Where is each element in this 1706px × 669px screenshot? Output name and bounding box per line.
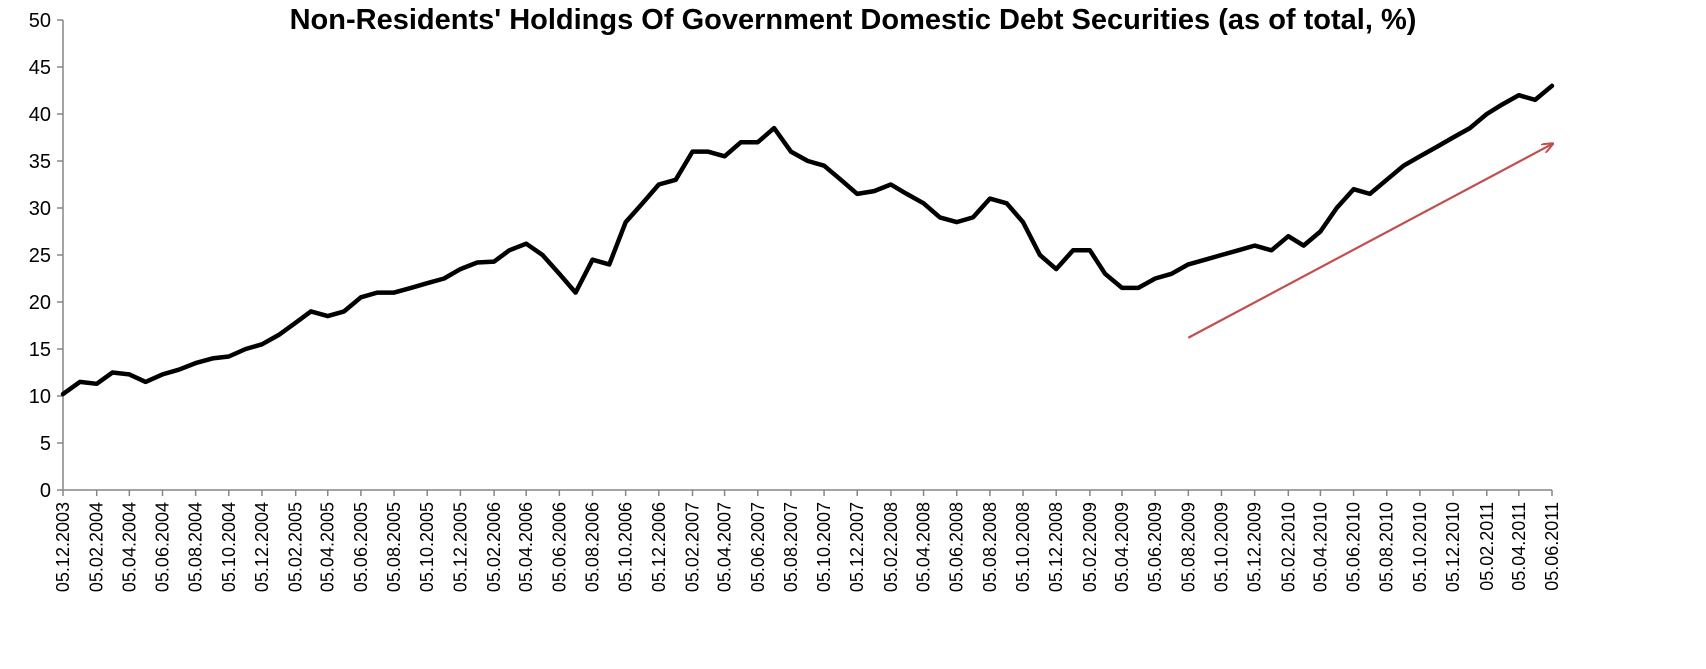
x-tick-label: 05.08.2008 — [980, 502, 1000, 592]
x-tick-label: 05.12.2008 — [1046, 502, 1066, 592]
x-tick-label: 05.08.2005 — [384, 502, 404, 592]
x-tick-label: 05.12.2003 — [53, 502, 73, 592]
y-tick-label: 50 — [29, 10, 51, 32]
x-tick-label: 05.12.2005 — [450, 502, 470, 592]
x-tick-label: 05.12.2010 — [1443, 502, 1463, 592]
x-tick-label: 05.10.2006 — [616, 502, 636, 592]
x-tick-label: 05.04.2005 — [318, 502, 338, 592]
x-tick-label: 05.06.2005 — [351, 502, 371, 592]
x-tick-label: 05.04.2007 — [715, 502, 735, 592]
x-tick-label: 05.04.2006 — [516, 502, 536, 592]
y-tick-label: 10 — [29, 386, 51, 408]
x-tick-label: 05.06.2011 — [1542, 502, 1562, 591]
x-tick-label: 05.10.2008 — [1013, 502, 1033, 592]
x-tick-label: 05.02.2011 — [1477, 502, 1497, 591]
x-tick-label: 05.04.2010 — [1310, 502, 1330, 592]
x-tick-label: 05.08.2010 — [1377, 502, 1397, 592]
x-tick-label: 05.12.2007 — [847, 502, 867, 592]
x-tick-label: 05.06.2008 — [947, 502, 967, 592]
x-tick-label: 05.02.2004 — [87, 502, 107, 592]
x-tick-label: 05.12.2004 — [252, 502, 272, 592]
x-tick-label: 05.06.2006 — [549, 502, 569, 592]
x-tick-label: 05.08.2006 — [582, 502, 602, 592]
x-tick-label: 05.06.2004 — [152, 502, 172, 592]
x-tick-label: 05.02.2007 — [683, 502, 703, 592]
y-tick-label: 30 — [29, 198, 51, 220]
x-tick-label: 05.04.2009 — [1112, 502, 1132, 592]
trend-arrow — [1187, 144, 1552, 339]
y-axis: 0 5 10 15 20 25 30 35 40 45 50 — [29, 10, 64, 502]
y-tick-label: 0 — [40, 480, 51, 502]
x-tick-label: 05.02.2006 — [484, 502, 504, 592]
x-tick-label: 05.10.2010 — [1410, 502, 1430, 592]
chart-title: Non-Residents' Holdings Of Government Do… — [289, 4, 1417, 36]
x-tick-label: 05.02.2005 — [286, 502, 306, 592]
x-tick-label: 05.02.2008 — [881, 502, 901, 592]
y-tick-label: 25 — [29, 245, 51, 267]
x-tick-label: 05.10.2005 — [417, 502, 437, 592]
x-tick-label: 05.04.2004 — [119, 502, 139, 592]
y-tick-label: 40 — [29, 104, 51, 126]
x-tick-label: 05.12.2009 — [1245, 502, 1265, 592]
x-tick-label: 05.04.2008 — [914, 502, 934, 592]
series-group — [60, 83, 1555, 397]
x-axis: 05.12.2003 05.02.2004 05.04.2004 05.06.2004… — [53, 489, 1562, 592]
x-tick-label: 05.04.2011 — [1509, 502, 1529, 591]
y-tick-label: 20 — [29, 292, 51, 314]
x-tick-label: 05.10.2004 — [219, 502, 239, 592]
y-tick-label: 35 — [29, 151, 51, 173]
x-tick-label: 05.12.2006 — [649, 502, 669, 592]
x-tick-label: 05.06.2009 — [1145, 502, 1165, 592]
x-tick-label: 05.02.2010 — [1278, 502, 1298, 592]
y-tick-label: 5 — [40, 433, 51, 455]
x-tick-label: 05.08.2007 — [781, 502, 801, 592]
y-tick-label: 45 — [29, 57, 51, 79]
x-tick-label: 05.08.2009 — [1178, 502, 1198, 592]
x-tick-label: 05.06.2010 — [1344, 502, 1364, 592]
y-tick-label: 15 — [29, 339, 51, 361]
x-tick-label: 05.06.2007 — [748, 502, 768, 592]
annotations-group — [1187, 144, 1552, 339]
x-tick-label: 05.02.2009 — [1080, 502, 1100, 592]
x-tick-label: 05.08.2004 — [186, 502, 206, 592]
series-line — [60, 83, 1555, 397]
x-tick-label: 05.10.2007 — [814, 502, 834, 592]
x-tick-label: 05.10.2009 — [1211, 502, 1231, 592]
